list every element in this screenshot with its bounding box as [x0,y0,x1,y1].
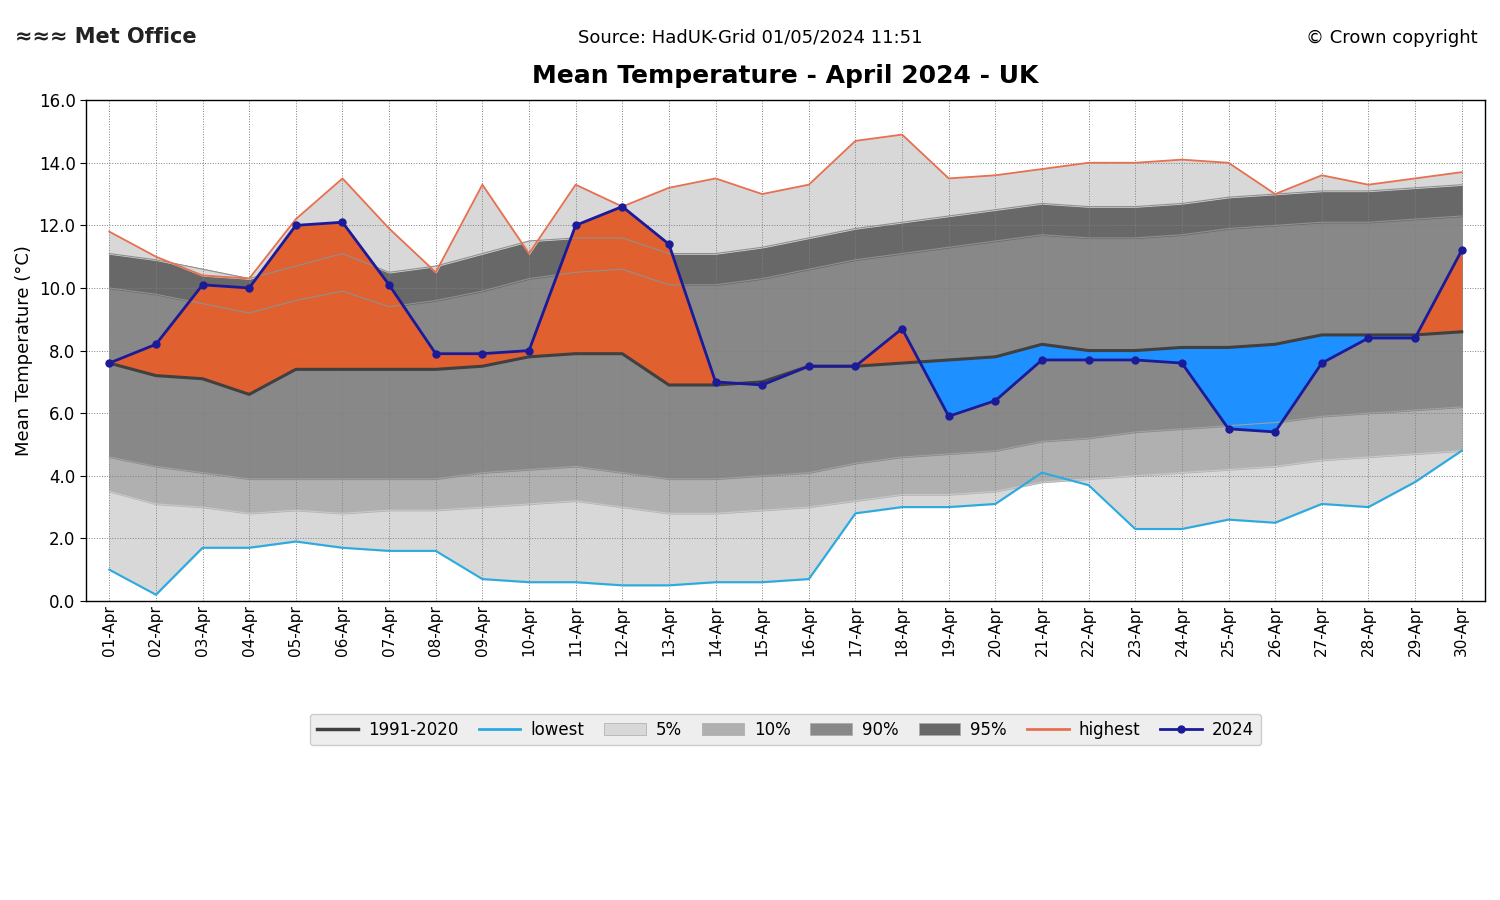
Title: Mean Temperature - April 2024 - UK: Mean Temperature - April 2024 - UK [532,65,1038,88]
Text: Source: HadUK-Grid 01/05/2024 11:51: Source: HadUK-Grid 01/05/2024 11:51 [578,29,922,47]
Text: ≈≈≈ Met Office: ≈≈≈ Met Office [15,27,197,47]
Text: © Crown copyright: © Crown copyright [1306,29,1478,47]
Legend: 1991-2020, lowest, 5%, 10%, 90%, 95%, highest, 2024: 1991-2020, lowest, 5%, 10%, 90%, 95%, hi… [310,714,1262,745]
Y-axis label: Mean Temperature (°C): Mean Temperature (°C) [15,245,33,456]
